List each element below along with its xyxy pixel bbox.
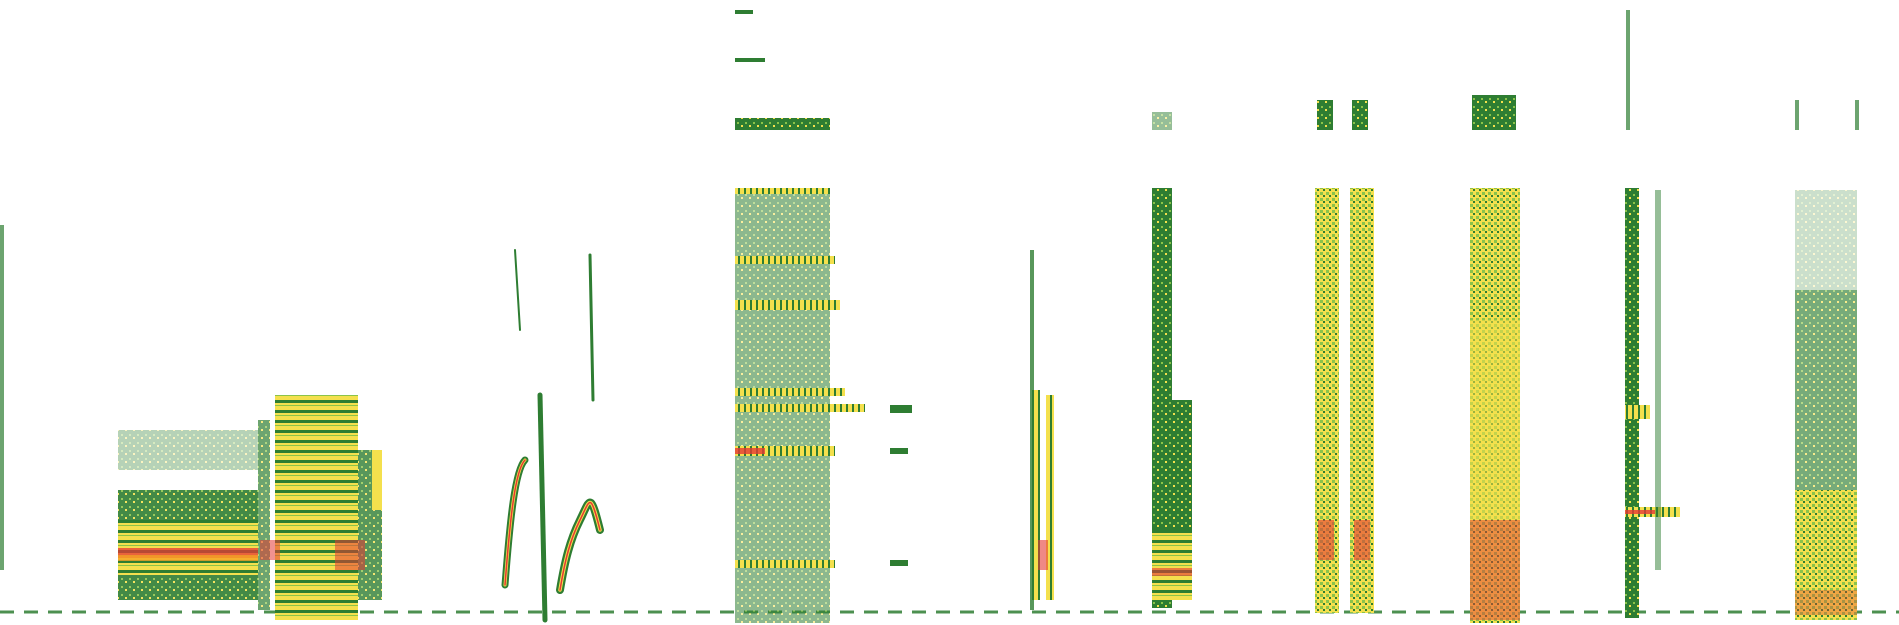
spectral-block-4 bbox=[735, 10, 912, 623]
spectral-block-6 bbox=[1152, 112, 1192, 608]
spectral-block-5 bbox=[1030, 250, 1054, 610]
spectral-block-1 bbox=[118, 430, 258, 600]
spectral-block-3 bbox=[501, 249, 604, 623]
spectral-block-2 bbox=[258, 395, 382, 620]
spectral-block-9 bbox=[1625, 10, 1680, 618]
spectral-block-10 bbox=[1795, 100, 1859, 620]
left-edge-stripe bbox=[0, 225, 4, 570]
spectral-block-8 bbox=[1470, 95, 1520, 623]
spectral-block-7 bbox=[1315, 100, 1374, 613]
